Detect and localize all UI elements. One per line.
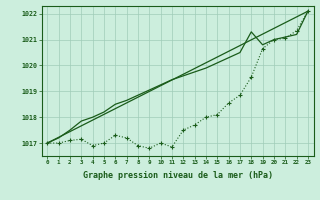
X-axis label: Graphe pression niveau de la mer (hPa): Graphe pression niveau de la mer (hPa) <box>83 171 273 180</box>
